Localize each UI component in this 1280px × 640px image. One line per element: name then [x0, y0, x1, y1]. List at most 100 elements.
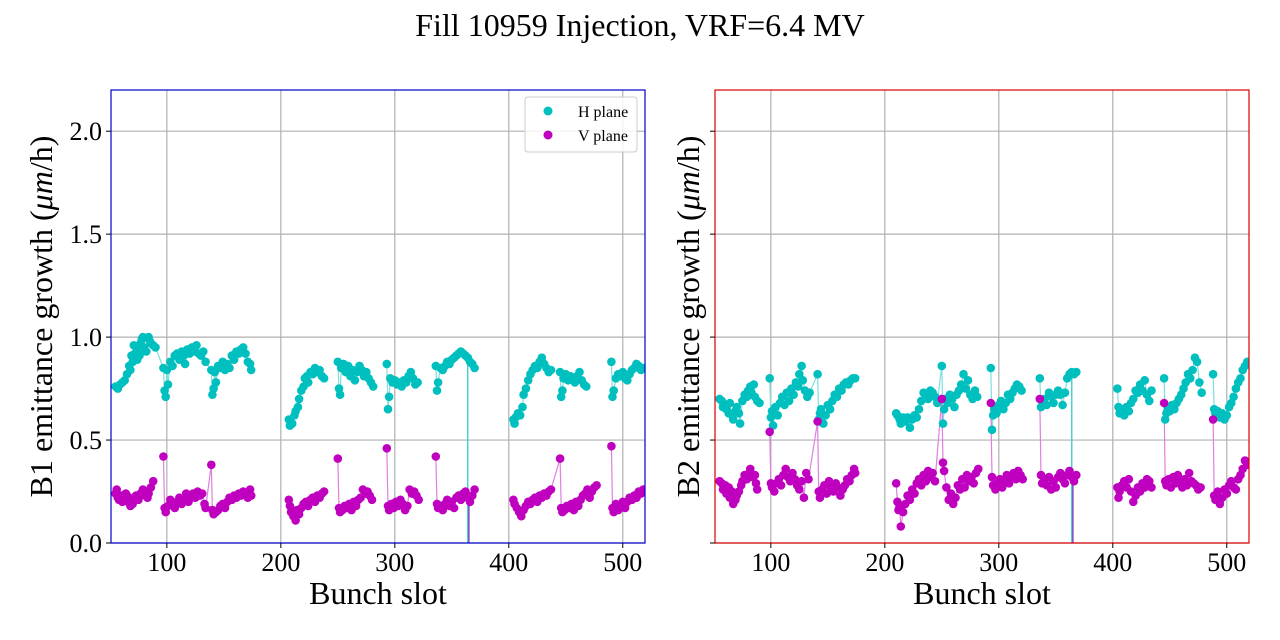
data-point-v-plane	[905, 495, 915, 505]
data-point-h-plane	[1192, 357, 1202, 367]
data-point-h-plane	[303, 378, 313, 387]
data-point-v-plane	[942, 483, 951, 492]
data-point-h-plane	[832, 392, 842, 402]
data-point-h-plane	[914, 404, 924, 414]
data-point-v-plane	[822, 489, 831, 498]
data-point-v-plane	[546, 485, 556, 494]
data-point-v-plane	[367, 495, 377, 505]
data-point-v-plane	[891, 479, 901, 488]
data-point-h-plane	[798, 376, 808, 385]
x-ticks-b2: 100 200 300 400 500	[751, 543, 1246, 577]
data-point-v-plane	[1222, 489, 1232, 498]
data-point-h-plane	[1188, 365, 1197, 375]
data-point-h-plane	[912, 413, 921, 422]
legend-marker-v-plane	[543, 130, 553, 140]
data-point-v-plane	[986, 398, 996, 408]
panel-b1: 100 200 300 400 500 0.0 0.5 1.0 1.5 2.0 Bunch sl…	[23, 89, 646, 611]
data-point-v-plane	[799, 493, 809, 503]
y-tick-label: 0.0	[70, 529, 103, 558]
x-ticks-b1: 100 200 300 400 500	[147, 543, 642, 577]
data-point-v-plane	[1243, 460, 1249, 470]
y-axis-label-b1-unit: μm	[23, 171, 59, 211]
data-point-h-plane	[734, 409, 744, 418]
data-point-h-plane	[1072, 367, 1081, 377]
data-point-h-plane	[470, 363, 479, 373]
data-point-h-plane	[1195, 378, 1204, 387]
data-point-h-plane	[163, 380, 173, 389]
data-point-v-plane	[896, 522, 906, 531]
data-point-h-plane	[609, 386, 618, 395]
data-point-h-plane	[168, 361, 177, 371]
data-point-h-plane	[1229, 392, 1238, 402]
data-point-v-plane	[246, 491, 256, 500]
y-axis-label-b1: B1 emittance growth (μm/h)	[23, 136, 59, 498]
data-point-h-plane	[151, 343, 160, 352]
x-tick-label: 400	[1093, 548, 1132, 577]
data-point-v-plane	[1035, 394, 1045, 404]
x-axis-label-b1: Bunch slot	[309, 575, 447, 611]
data-point-v-plane	[449, 503, 459, 513]
data-point-v-plane	[1196, 483, 1205, 492]
data-point-v-plane	[750, 470, 760, 480]
x-tick-label: 500	[1207, 548, 1246, 577]
data-point-h-plane	[961, 384, 971, 393]
data-point-h-plane	[923, 394, 933, 404]
data-point-v-plane	[815, 493, 825, 503]
data-point-v-plane	[850, 468, 860, 478]
data-point-h-plane	[1197, 388, 1206, 398]
data-point-v-plane	[938, 458, 948, 468]
data-point-h-plane	[773, 411, 782, 420]
data-point-h-plane	[1042, 400, 1051, 410]
data-point-h-plane	[1140, 376, 1149, 385]
data-point-v-plane	[414, 495, 424, 505]
data-point-h-plane	[972, 392, 982, 402]
data-point-v-plane	[797, 476, 806, 486]
data-point-h-plane	[287, 419, 297, 428]
x-tick-label: 300	[979, 548, 1018, 577]
data-point-h-plane	[319, 374, 329, 383]
data-point-h-plane	[950, 402, 959, 412]
data-point-v-plane	[319, 487, 329, 496]
data-point-h-plane	[959, 369, 968, 379]
data-point-v-plane	[382, 444, 392, 453]
data-point-h-plane	[521, 384, 531, 393]
data-point-h-plane	[1017, 386, 1026, 395]
y-tick-label: 1.5	[70, 220, 103, 249]
points-b2	[715, 353, 1249, 531]
x-tick-label: 500	[603, 548, 642, 577]
data-point-v-plane	[960, 483, 969, 492]
data-point-h-plane	[201, 357, 210, 367]
legend: H plane V plane	[524, 96, 638, 153]
data-point-h-plane	[938, 419, 948, 428]
data-point-v-plane	[207, 460, 216, 470]
data-point-v-plane	[159, 452, 168, 461]
data-point-v-plane	[197, 489, 207, 498]
x-tick-label: 400	[489, 548, 528, 577]
data-point-v-plane	[607, 441, 616, 451]
y-axis-label-b2-suffix: /h)	[670, 136, 706, 172]
data-point-v-plane	[1124, 474, 1134, 484]
data-point-h-plane	[607, 357, 616, 367]
data-point-h-plane	[211, 378, 221, 387]
data-point-v-plane	[1231, 485, 1241, 494]
data-point-h-plane	[825, 404, 835, 414]
grid-b1	[111, 90, 645, 544]
data-point-h-plane	[728, 415, 738, 424]
y-tick-label: 2.0	[70, 117, 103, 146]
data-point-h-plane	[229, 355, 239, 365]
data-point-v-plane	[928, 468, 937, 478]
y-axis-label-b2: B2 emittance growth (μm/h)	[670, 136, 706, 498]
data-point-h-plane	[1035, 374, 1045, 383]
data-point-h-plane	[1049, 398, 1058, 408]
data-point-h-plane	[225, 363, 234, 373]
axes-frame-b2	[714, 89, 1250, 544]
x-tick-label: 200	[261, 548, 300, 577]
x-tick-label: 300	[375, 548, 414, 577]
data-point-h-plane	[413, 378, 422, 387]
data-point-h-plane	[784, 396, 794, 406]
data-point-v-plane	[974, 464, 983, 474]
data-point-v-plane	[201, 503, 210, 513]
data-point-v-plane	[951, 493, 960, 503]
data-point-v-plane	[403, 501, 412, 511]
